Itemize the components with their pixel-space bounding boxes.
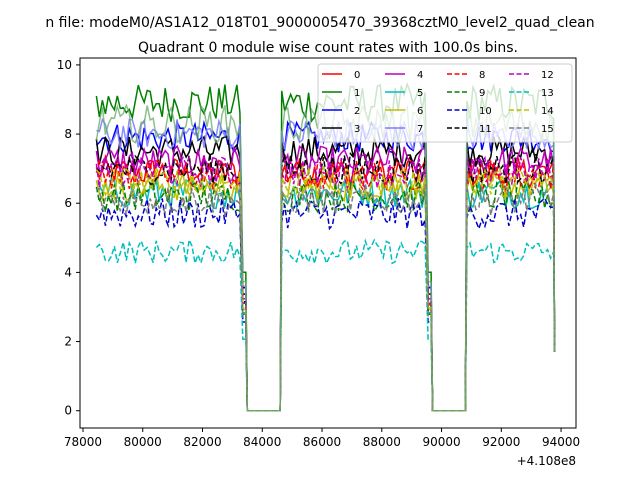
y-tick-label: 6 [64, 196, 72, 210]
y-axis: 0 2 4 6 8 10 [57, 58, 80, 418]
legend-label-9: 9 [479, 88, 485, 99]
legend-label-4: 4 [417, 70, 423, 81]
series-line-9 [95, 179, 556, 412]
x-tick-label: 80000 [124, 435, 162, 449]
legend-label-10: 10 [479, 106, 492, 117]
chart-title: Quadrant 0 module wise count rates with … [138, 40, 518, 56]
legend-label-13: 13 [541, 88, 554, 99]
y-tick-label: 0 [64, 404, 72, 418]
legend-label-6: 6 [417, 106, 423, 117]
legend-label-5: 5 [417, 88, 423, 99]
x-offset-label: +4.108e8 [517, 454, 576, 468]
series-line-4 [95, 144, 556, 412]
legend-label-15: 15 [541, 124, 554, 135]
x-tick-label: 90000 [422, 435, 460, 449]
legend-label-0: 0 [354, 70, 360, 81]
legend-label-12: 12 [541, 70, 554, 81]
legend-frame [317, 63, 573, 143]
series-line-10 [95, 196, 556, 412]
x-tick-label: 82000 [183, 435, 221, 449]
legend-label-1: 1 [354, 88, 360, 99]
x-tick-label: 86000 [303, 435, 341, 449]
series-line-14 [95, 164, 556, 412]
legend-label-7: 7 [417, 124, 423, 135]
y-tick-label: 4 [64, 265, 72, 279]
x-tick-label: 78000 [64, 435, 102, 449]
x-tick-label: 84000 [243, 435, 281, 449]
y-tick-label: 8 [64, 127, 72, 141]
legend-label-8: 8 [479, 70, 485, 81]
series-line-15 [96, 182, 556, 412]
legend-label-2: 2 [354, 106, 360, 117]
figure-suptitle: n file: modeM0/AS1A12_018T01_9000005470_… [45, 15, 594, 31]
x-tick-label: 94000 [542, 435, 580, 449]
series-line-12 [95, 154, 556, 412]
x-tick-label: 88000 [363, 435, 401, 449]
x-tick-label: 92000 [482, 435, 520, 449]
legend-label-14: 14 [541, 106, 554, 117]
axes-frame [79, 57, 577, 429]
legend-label-11: 11 [479, 124, 492, 135]
y-tick-label: 10 [57, 58, 72, 72]
plot-area: 78000 80000 82000 84000 86000 88000 90000 92000… [57, 57, 580, 468]
x-axis: 78000 80000 82000 84000 86000 88000 90000 92000… [64, 428, 580, 449]
series-line-3 [95, 135, 556, 412]
legend-label-3: 3 [354, 124, 360, 135]
y-tick-label: 2 [64, 335, 72, 349]
